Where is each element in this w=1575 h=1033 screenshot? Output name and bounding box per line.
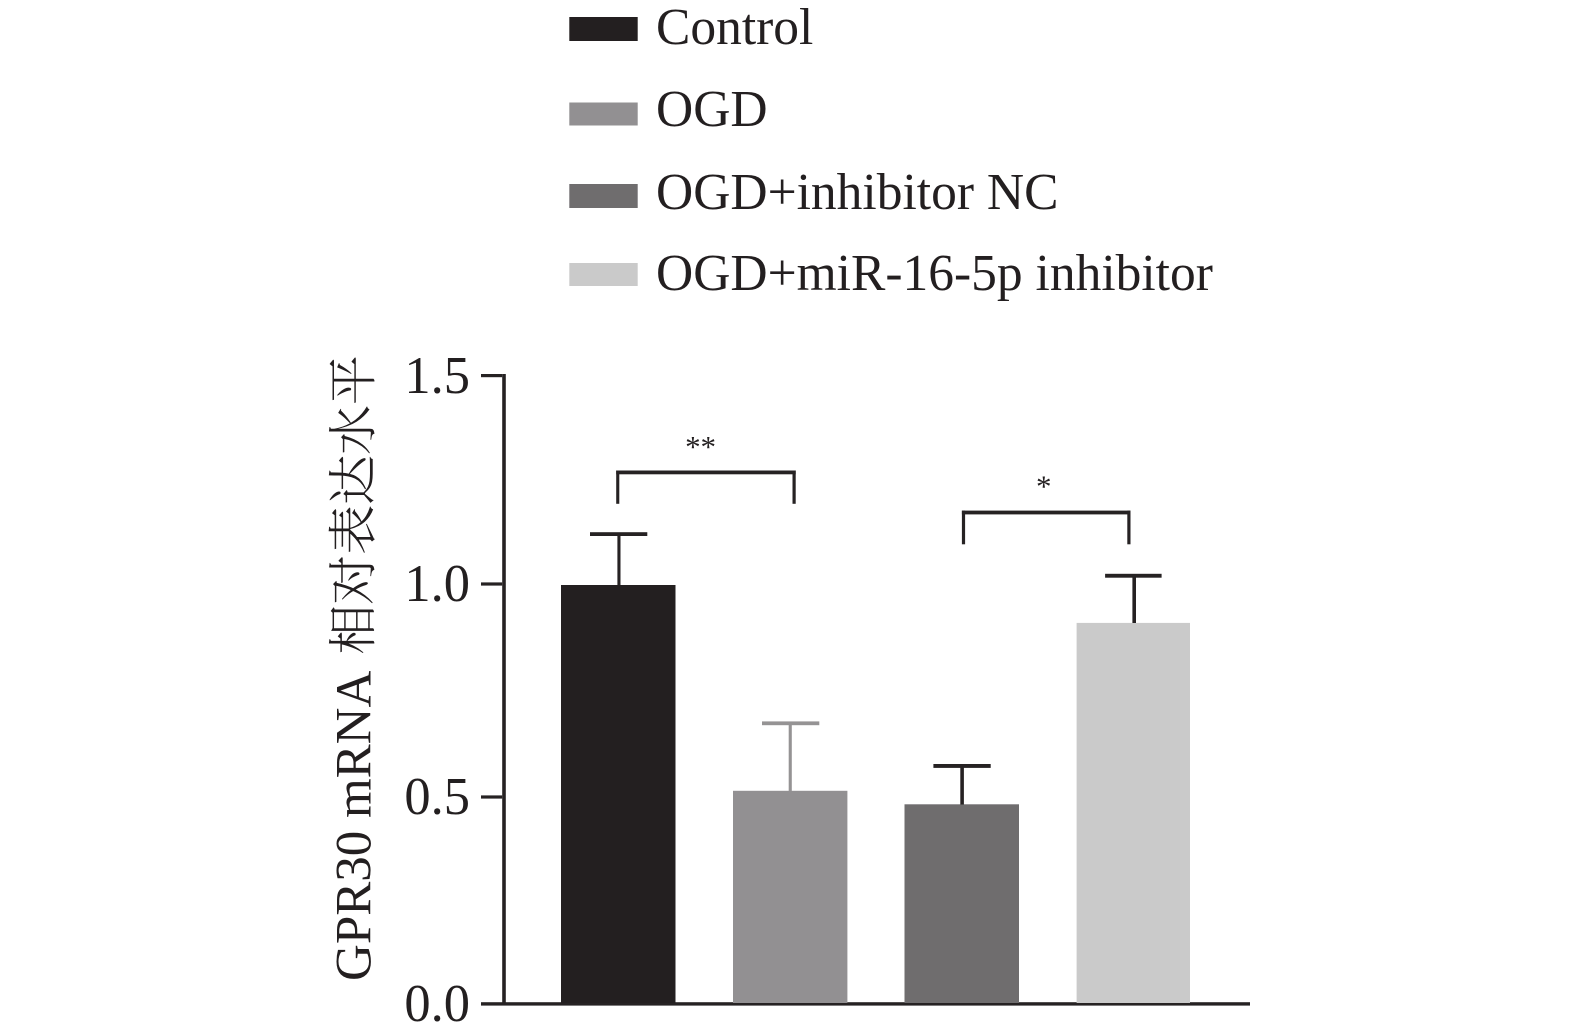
svg-text:GPR30 mRNA: GPR30 mRNA bbox=[327, 671, 383, 981]
svg-text:*: * bbox=[685, 429, 701, 464]
svg-text:0.5: 0.5 bbox=[404, 768, 470, 826]
svg-text:Control: Control bbox=[656, 0, 813, 56]
svg-text:*: * bbox=[701, 429, 717, 464]
svg-text:0.0: 0.0 bbox=[404, 975, 470, 1033]
svg-text:OGD+inhibitor NC: OGD+inhibitor NC bbox=[656, 164, 1058, 221]
svg-text:1.5: 1.5 bbox=[404, 347, 470, 405]
svg-text:OGD: OGD bbox=[656, 81, 768, 138]
svg-text:1.0: 1.0 bbox=[404, 555, 470, 613]
svg-text:OGD+miR-16-5p inhibitor: OGD+miR-16-5p inhibitor bbox=[656, 245, 1213, 302]
svg-text:*: * bbox=[1036, 469, 1052, 504]
